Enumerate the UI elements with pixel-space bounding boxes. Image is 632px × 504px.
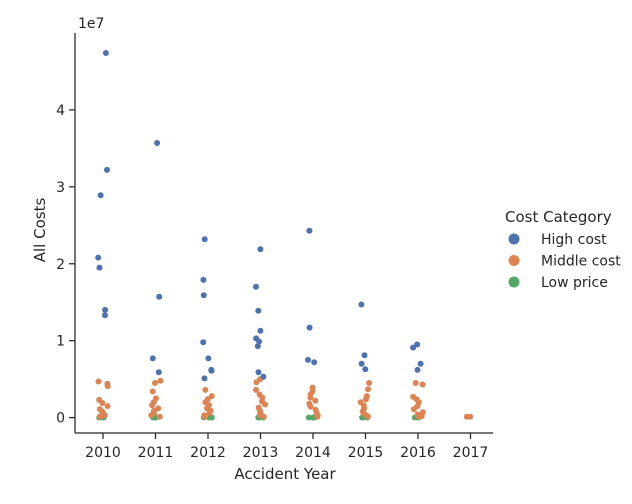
data-point [157,377,164,384]
data-point [307,394,314,401]
data-point [149,355,156,362]
x-tick-label: 2017 [453,445,489,461]
y-tick-label: 2 [56,257,65,273]
axes-layer: 0 1 2 3 4 2010 2011 2012 2013 2014 2015 2016 2017 [56,33,493,461]
data-point [253,283,259,290]
data-point [262,401,269,408]
data-point [419,381,426,388]
x-tick-label: 2011 [138,445,174,461]
data-point [255,307,262,314]
data-point [205,355,212,362]
data-point [104,403,111,410]
data-point [415,413,422,420]
y-tick-label: 3 [56,180,65,196]
data-point [104,166,110,173]
data-point [96,264,103,271]
data-point [363,396,369,403]
y-tick-label: 1 [56,334,65,350]
data-point [201,375,208,382]
points-layer [95,50,474,421]
x-axis-label: Accident Year [234,465,336,483]
y-offset-label: 1e7 [78,16,104,32]
data-point [417,360,424,367]
data-point [362,366,369,373]
data-point [365,386,371,393]
x-tick-label: 2013 [243,445,279,461]
data-point [200,339,207,346]
data-point [156,413,163,420]
data-point [253,379,260,386]
data-point [95,378,102,385]
data-point [256,338,263,345]
data-point [102,312,108,319]
data-point [414,366,421,373]
data-point [305,414,312,421]
legend-title: Cost Category [505,208,612,226]
data-point [410,406,417,413]
data-point [257,327,264,334]
data-point [208,367,215,374]
data-point [200,292,207,299]
data-point [200,276,207,283]
legend-label: Middle cost [541,254,621,270]
data-point [463,413,470,420]
data-point [257,246,264,253]
data-point [156,293,163,300]
legend-marker [508,255,520,266]
data-point [155,369,162,376]
data-point [152,380,158,386]
data-point [358,360,365,367]
x-tick-label: 2012 [190,445,226,461]
data-point [314,413,321,420]
x-tick-label: 2010 [85,445,121,461]
data-point [366,380,373,386]
data-point [260,413,267,420]
data-point [255,369,262,376]
y-axis-label: All Costs [31,198,49,263]
data-point [311,359,318,366]
data-point [208,393,215,400]
data-point [99,400,106,406]
data-point [95,254,102,261]
data-point [201,236,208,243]
x-tick-label: 2014 [295,445,331,461]
y-tick-label: 4 [56,103,65,119]
data-point [253,386,259,393]
data-point [149,402,155,409]
data-point [97,192,104,199]
legend-label: Low price [541,275,608,291]
data-point [96,413,103,420]
data-point [260,373,267,380]
data-point [305,356,311,363]
data-point [148,412,155,419]
data-point [361,352,368,359]
data-point [358,301,365,308]
data-point [102,50,109,56]
data-point [102,306,109,313]
data-point [154,140,161,146]
data-point [412,380,419,386]
legend-marker [508,276,520,288]
x-tick-label: 2015 [348,445,384,461]
data-point [206,410,213,416]
data-point [149,388,156,395]
data-point [104,383,111,390]
legend-marker [508,233,520,245]
data-point [306,324,313,331]
data-point [307,403,314,410]
legend: Cost Category High cost Middle cost Low pr… [505,208,621,291]
data-point [364,413,371,420]
data-point [410,344,417,351]
y-tick-label: 0 [56,411,65,427]
data-point [254,343,261,350]
data-point [306,227,313,234]
data-point [202,386,209,393]
data-point [202,413,209,420]
data-point [312,397,319,404]
legend-label: High cost [541,232,607,248]
x-tick-label: 2016 [400,445,436,461]
